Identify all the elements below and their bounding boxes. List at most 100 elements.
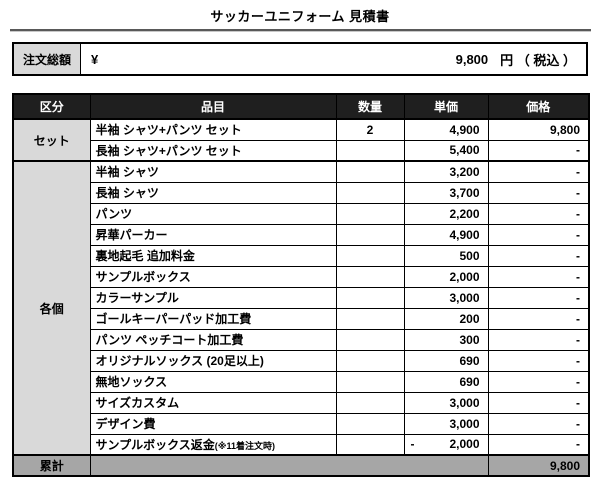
order-total-amount: 9,800	[455, 51, 489, 67]
header-row: 区分 品目 数量 単価 価格	[12, 93, 590, 120]
item-cell: 昇華パーカー	[89, 223, 337, 246]
group-cell-set: セット	[12, 118, 91, 162]
table-row: デザイン費 3,000 -	[13, 412, 590, 435]
price-cell: -	[487, 265, 590, 288]
table-row: 昇華パーカー 4,900 -	[13, 223, 590, 246]
item-cell: サイズカスタム	[89, 391, 337, 414]
qty-cell	[335, 139, 405, 162]
total-label-cell: 累計	[12, 454, 91, 477]
unit-price-cell: 2,000	[403, 265, 489, 288]
item-cell: パンツ ペッチコート加工費	[89, 328, 337, 351]
item-note: (※11着注文時)	[214, 440, 276, 451]
item-cell: サンプルボックス返金(※11着注文時)	[89, 433, 337, 456]
table-row: カラーサンプル 3,000 -	[13, 286, 590, 309]
qty-cell	[335, 391, 405, 414]
table-row: 長袖 シャツ+パンツ セット 5,400 -	[13, 139, 590, 162]
col-header-item: 品目	[89, 93, 337, 120]
qty-cell	[335, 349, 405, 372]
table-row: ゴールキーパーパッド加工費 200 -	[13, 307, 590, 330]
total-row: 累計 9,800	[12, 454, 590, 477]
item-label: サンプルボックス返金	[95, 437, 215, 452]
table-row: サイズカスタム 3,000 -	[13, 391, 590, 414]
unit-price-cell: 200	[403, 307, 489, 330]
total-price-cell: 9,800	[487, 454, 590, 477]
qty-cell	[335, 223, 405, 246]
price-cell: 9,800	[487, 118, 590, 141]
item-cell: 半袖 シャツ	[89, 160, 337, 183]
minus-sign: -	[410, 437, 415, 452]
qty-cell	[335, 370, 405, 393]
price-cell: -	[487, 181, 590, 204]
unit-price-cell: 3,200	[403, 160, 489, 183]
item-cell: 長袖 シャツ+パンツ セット	[89, 139, 337, 162]
price-cell: -	[487, 349, 590, 372]
unit-price-cell: 690	[403, 349, 489, 372]
price-cell: -	[487, 433, 590, 456]
price-cell: -	[487, 160, 590, 183]
item-cell: 無地ソックス	[89, 370, 337, 393]
order-total-box: 注文総額 ¥ 9,800 円 （ 税込 ）	[12, 42, 588, 76]
order-total-value: ¥ 9,800 円 （ 税込 ）	[81, 44, 586, 74]
title-divider	[10, 29, 591, 31]
col-header-unit-price: 単価	[403, 93, 489, 120]
qty-cell	[335, 181, 405, 204]
order-total-suffix: 円 （ 税込 ）	[500, 52, 576, 68]
table-row: 長袖 シャツ 3,700 -	[13, 181, 590, 204]
qty-cell	[335, 433, 405, 456]
table-row: パンツ ペッチコート加工費 300 -	[13, 328, 590, 351]
item-cell: ゴールキーパーパッド加工費	[89, 307, 337, 330]
price-cell: -	[487, 202, 590, 225]
col-header-price: 価格	[487, 93, 590, 120]
item-cell: カラーサンプル	[89, 286, 337, 309]
col-header-category: 区分	[12, 93, 91, 120]
table-row: サンプルボックス返金(※11着注文時) - 2,000 -	[13, 433, 590, 456]
price-cell: -	[487, 328, 590, 351]
currency-symbol: ¥	[91, 51, 99, 67]
table-row: 無地ソックス 690 -	[13, 370, 590, 393]
unit-price-cell: 5,400	[403, 139, 489, 162]
price-cell: -	[487, 391, 590, 414]
qty-cell	[335, 286, 405, 309]
price-cell: -	[487, 244, 590, 267]
price-cell: -	[487, 307, 590, 330]
table-row: 裏地起毛 追加料金 500 -	[13, 244, 590, 267]
price-cell: -	[487, 223, 590, 246]
qty-cell	[335, 307, 405, 330]
qty-cell	[335, 265, 405, 288]
unit-price-cell: 3,000	[403, 391, 489, 414]
price-cell: -	[487, 370, 590, 393]
table-row: 各個 半袖 シャツ 3,200 -	[12, 160, 590, 456]
table-row: サンプルボックス 2,000 -	[13, 265, 590, 288]
total-spacer-cell	[89, 454, 489, 477]
item-cell: オリジナルソックス (20足以上)	[89, 349, 337, 372]
item-cell: パンツ	[89, 202, 337, 225]
item-cell: 長袖 シャツ	[89, 181, 337, 204]
qty-cell: 2	[335, 118, 405, 141]
table-row: パンツ 2,200 -	[13, 202, 590, 225]
table-row: セット 半袖 シャツ+パンツ セット 2 4,900 9,800	[12, 118, 590, 162]
group-cell-individual: 各個	[12, 160, 91, 456]
item-cell: サンプルボックス	[89, 265, 337, 288]
unit-price-cell: 500	[403, 244, 489, 267]
unit-price-cell: 3,700	[403, 181, 489, 204]
unit-price-cell: 300	[403, 328, 489, 351]
qty-cell	[335, 244, 405, 267]
unit-price-cell: 3,000	[403, 286, 489, 309]
unit-price-value: 2,000	[449, 437, 480, 452]
qty-cell	[335, 202, 405, 225]
unit-price-cell: 4,900	[403, 118, 489, 141]
col-header-qty: 数量	[335, 93, 405, 120]
table-row: オリジナルソックス (20足以上) 690 -	[13, 349, 590, 372]
qty-cell	[335, 160, 405, 183]
order-total-label: 注文総額	[14, 44, 81, 74]
page-title: サッカーユニフォーム 見積書	[210, 9, 390, 24]
unit-price-cell: 3,000	[403, 412, 489, 435]
price-cell: -	[487, 412, 590, 435]
price-cell: -	[487, 139, 590, 162]
unit-price-cell: - 2,000	[403, 433, 489, 456]
item-cell: 裏地起毛 追加料金	[89, 244, 337, 267]
item-cell: デザイン費	[89, 412, 337, 435]
unit-price-cell: 4,900	[403, 223, 489, 246]
price-cell: -	[487, 286, 590, 309]
